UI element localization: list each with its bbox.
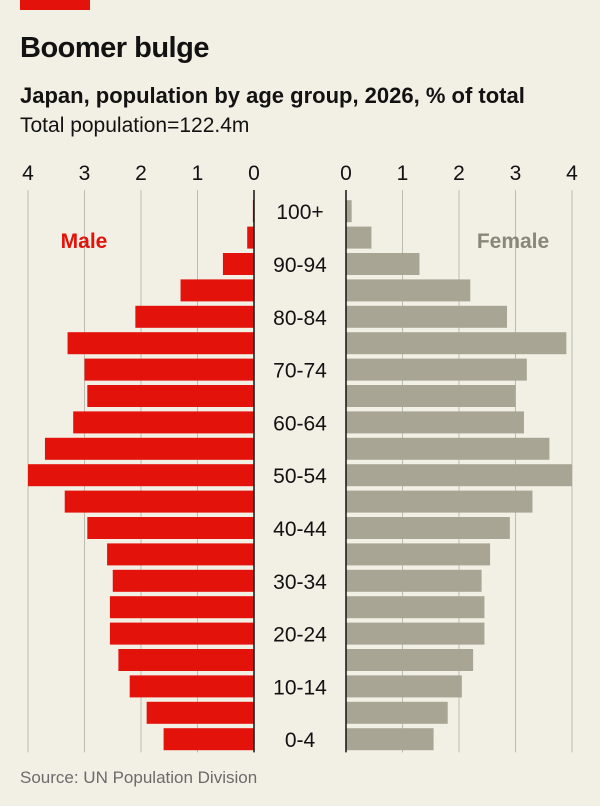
- bar-female: [346, 569, 482, 592]
- x-tick-label-left: 3: [79, 162, 91, 185]
- bar-male: [163, 728, 254, 751]
- bar-female: [346, 517, 510, 539]
- age-group-label: 30-34: [273, 571, 327, 594]
- chart-subtitle: Japan, population by age group, 2026, % …: [20, 83, 525, 108]
- bar-male: [180, 279, 254, 302]
- age-group-label: 50-54: [273, 465, 327, 488]
- bar-male: [135, 305, 254, 328]
- bar-female: [346, 701, 448, 724]
- bar-female: [346, 437, 550, 460]
- x-tick-label-left: 2: [135, 162, 147, 185]
- age-group-label: 10-14: [273, 676, 327, 699]
- population-pyramid-chart: 0 0 1 1 2 2 3 3 4 4 100+ 90-94 80-84 70-74 60-64 50-54 4…: [22, 162, 578, 753]
- bar-male: [146, 701, 254, 724]
- bar-male: [129, 675, 254, 698]
- age-group-label: 100+: [276, 201, 323, 224]
- bar-female: [346, 200, 352, 223]
- age-group-label: 90-94: [273, 254, 327, 277]
- chart-title: Boomer bulge: [20, 32, 209, 64]
- bar-female: [346, 305, 508, 328]
- age-group-label: 40-44: [273, 518, 327, 541]
- x-tick-label-right: 0: [340, 162, 352, 185]
- source-note: Source: UN Population Division: [20, 768, 258, 787]
- bar-female: [346, 411, 524, 434]
- bar-female: [346, 490, 533, 513]
- x-tick-label-right: 2: [453, 162, 465, 185]
- x-tick-label-right: 1: [397, 162, 409, 185]
- age-group-label: 80-84: [273, 307, 327, 330]
- legend-male: Male: [61, 230, 108, 253]
- age-group-label: 20-24: [273, 624, 327, 647]
- age-group-label: 0-4: [285, 729, 316, 752]
- bar-male: [112, 569, 254, 592]
- bar-male: [84, 358, 254, 381]
- bar-male: [87, 385, 254, 407]
- x-tick-label-right: 3: [510, 162, 522, 185]
- legend-female: Female: [477, 230, 549, 253]
- x-tick-label-left: 0: [248, 162, 260, 185]
- bar-male: [64, 490, 254, 513]
- bar-female: [346, 279, 471, 302]
- x-tick-label-right: 4: [566, 162, 578, 185]
- age-group-label: 60-64: [273, 412, 327, 435]
- bar-female: [346, 543, 491, 566]
- bar-female: [346, 358, 527, 381]
- age-group-label: 70-74: [273, 360, 327, 383]
- bar-female: [346, 675, 462, 698]
- bar-male: [247, 226, 254, 249]
- bar-male: [44, 437, 255, 460]
- bar-male: [222, 253, 254, 275]
- bar-female: [346, 728, 434, 751]
- x-tick-label-left: 4: [22, 162, 34, 185]
- bar-female: [346, 649, 474, 671]
- bar-male: [107, 543, 254, 566]
- bar-female: [346, 253, 420, 275]
- bar-female: [346, 226, 372, 249]
- bar-female: [346, 622, 485, 645]
- bar-female: [346, 332, 567, 355]
- population-note: Total population=122.4m: [20, 114, 250, 137]
- brand-tab: [20, 0, 90, 10]
- bar-male: [67, 332, 254, 355]
- bar-female: [346, 464, 572, 487]
- bar-male: [118, 649, 255, 671]
- bar-male: [28, 464, 254, 487]
- x-tick-label-left: 1: [192, 162, 204, 185]
- bar-male: [87, 517, 254, 539]
- bar-male: [109, 596, 254, 619]
- bar-male: [73, 411, 254, 434]
- bar-male: [109, 622, 254, 645]
- bar-female: [346, 596, 485, 619]
- bar-female: [346, 385, 516, 407]
